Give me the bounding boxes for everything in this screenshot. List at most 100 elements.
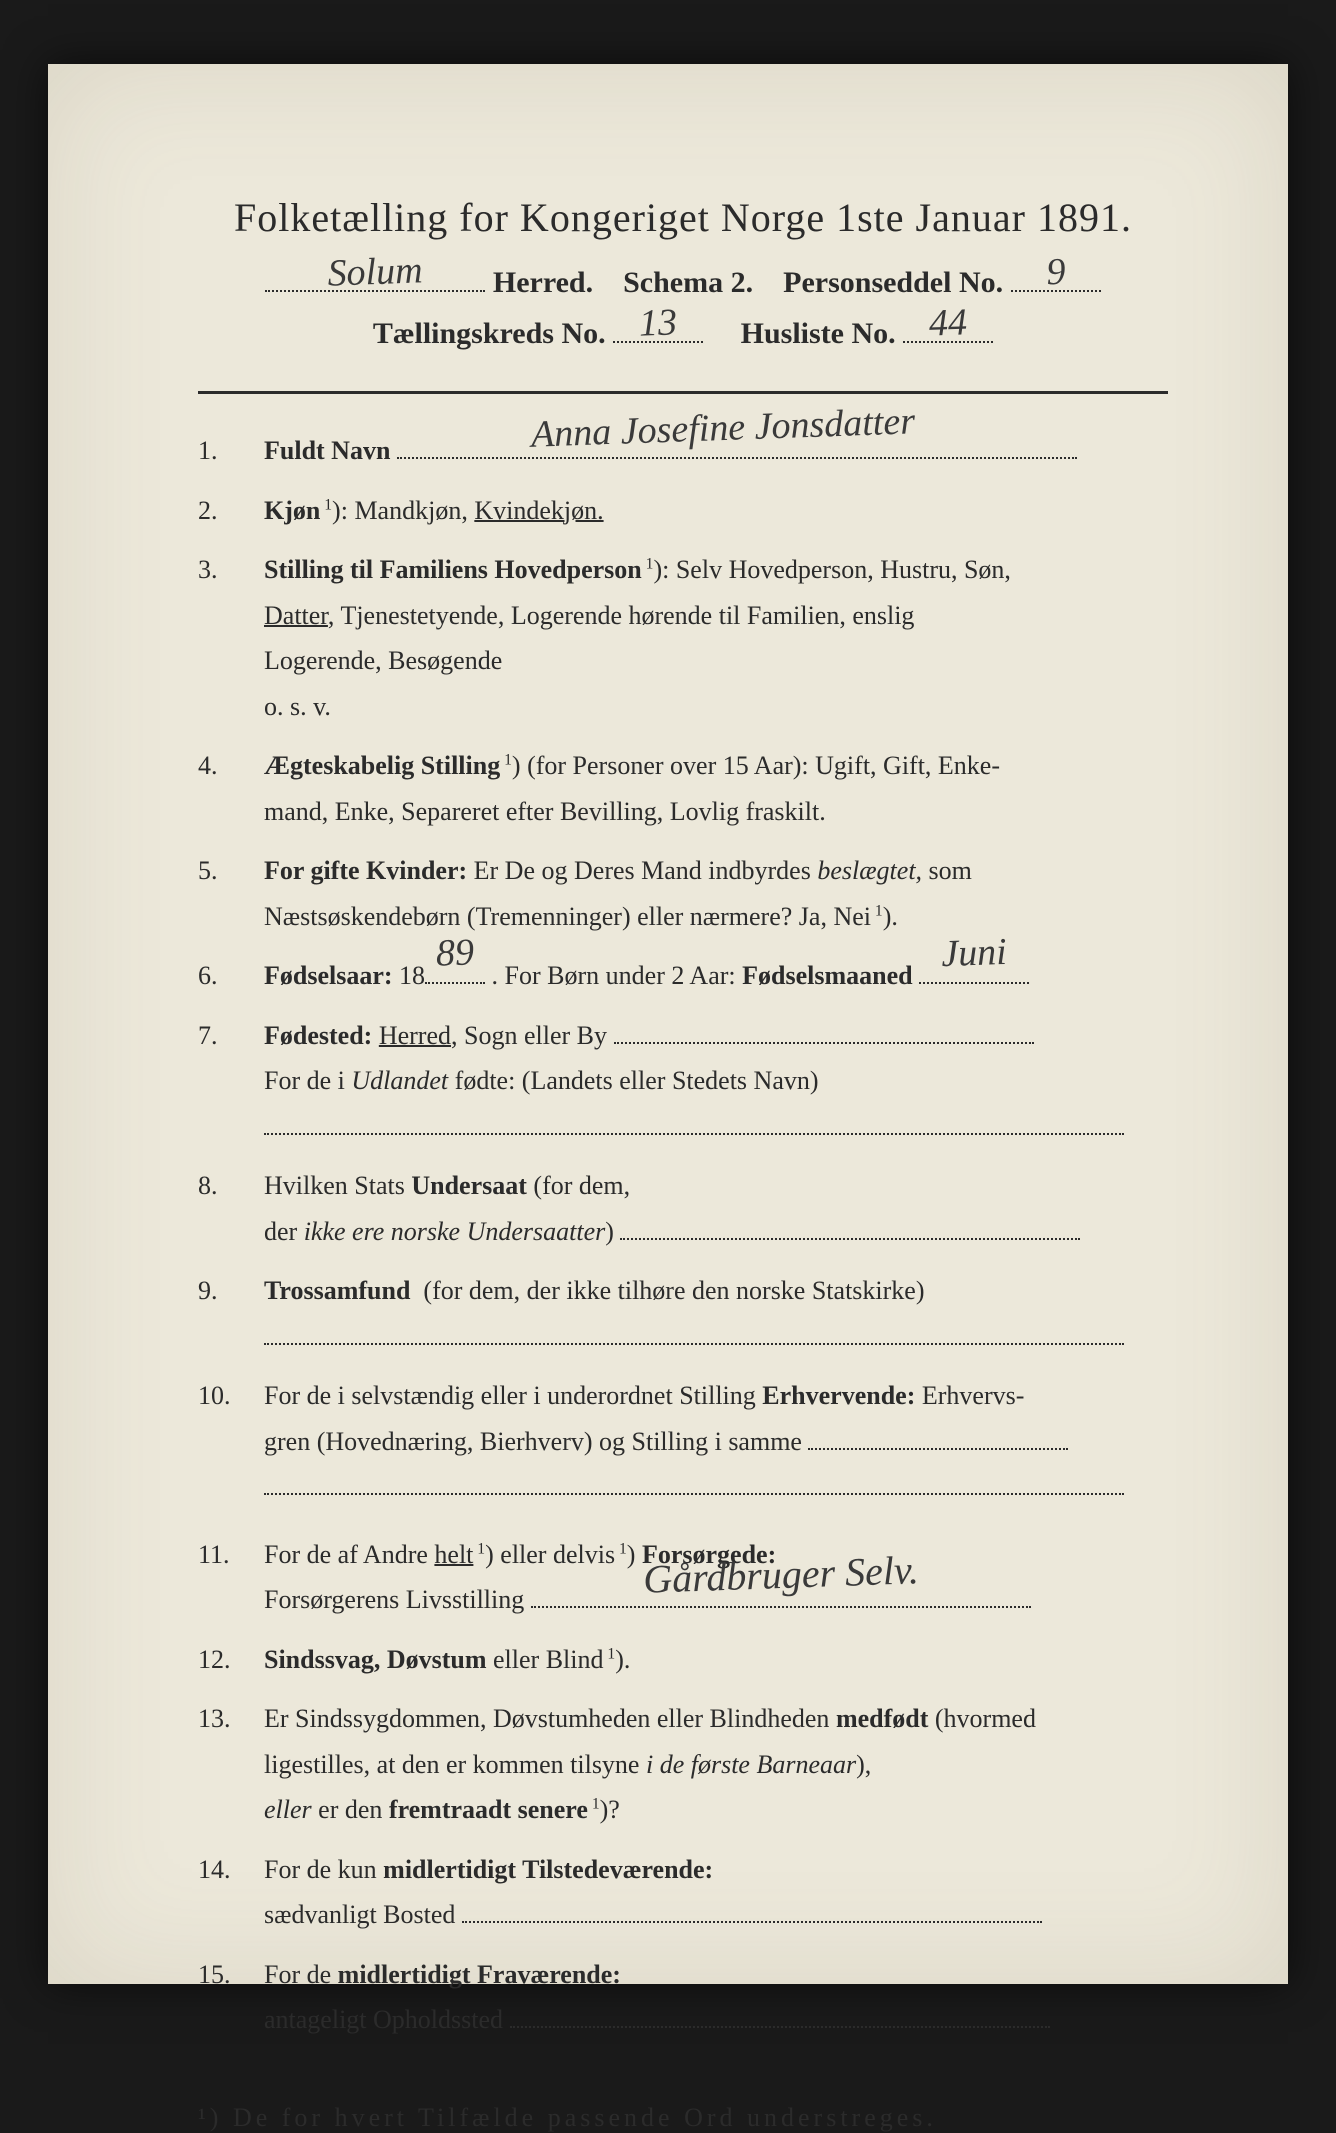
q8-t1b: Undersaat — [411, 1171, 527, 1200]
q11: For de af Andre helt 1) eller delvis 1) … — [198, 1532, 1168, 1623]
q10-field1 — [808, 1421, 1068, 1450]
sup-7: 1 — [604, 1645, 616, 1662]
schema-label: Schema 2. — [623, 266, 753, 299]
sup-6: 1 — [615, 1540, 627, 1557]
husliste-value: 44 — [928, 300, 968, 345]
q3-line2b: , Tjenestetyende, Logerende hørende til … — [328, 601, 915, 630]
q14-t1b: midlertidigt Tilstedeværende: — [383, 1855, 713, 1884]
q1-field: Anna Josefine Jonsdatter — [397, 430, 1077, 459]
q8-l2c: ) — [605, 1217, 614, 1246]
sup-4: 1 — [871, 902, 883, 919]
q5-label: For gifte Kvinder: — [264, 856, 467, 885]
q15-t1b: midlertidigt Fraværende: — [338, 1960, 621, 1989]
q10-t1c: Erhvervs- — [915, 1381, 1024, 1410]
q9-field — [264, 1316, 1124, 1345]
q14-t1: For de kun — [264, 1855, 383, 1884]
q4-opts: Ugift, Gift, Enke- — [815, 751, 1000, 780]
q3-line4: o. s. v. — [264, 692, 331, 721]
herred-label: Herred. — [493, 266, 593, 299]
q8-t1c: (for dem, — [527, 1171, 630, 1200]
q7-opts: , Sogn eller By — [451, 1021, 607, 1050]
husliste-label: Husliste No. — [741, 317, 896, 350]
herred-value: Solum — [327, 248, 423, 295]
q10-t1: For de i selvstændig eller i underordnet… — [264, 1381, 762, 1410]
q13-l3a: eller — [264, 1795, 312, 1824]
q4-label: Ægteskabelig Stilling — [264, 751, 500, 780]
q5: For gifte Kvinder: Er De og Deres Mand i… — [198, 848, 1168, 939]
q12-label: Sindssvag, Døvstum — [264, 1645, 487, 1674]
q9-label: Trossamfund — [264, 1276, 410, 1305]
q4: Ægteskabelig Stilling 1) (for Personer o… — [198, 743, 1168, 834]
main-title: Folketælling for Kongeriget Norge 1ste J… — [198, 194, 1168, 241]
q13-l2a: ligestilles, at den er kommen tilsyne — [264, 1750, 646, 1779]
q5-line2: Næstsøskendebørn (Tremenninger) eller næ… — [264, 902, 871, 931]
q7-l2a: For de i — [264, 1066, 351, 1095]
q6-year: 89 — [435, 919, 475, 987]
q6-label: Fødselsaar: — [264, 961, 393, 990]
q5-t1c: som — [922, 856, 972, 885]
q11-value: Gårdbruger Selv. — [642, 1535, 920, 1615]
q5-t1b: beslægtet, — [817, 856, 922, 885]
personseddel-label: Personseddel No. — [783, 266, 1003, 299]
q6-month-field: Juni — [919, 955, 1029, 984]
q10-line2: gren (Hovednæring, Bierhverv) og Stillin… — [264, 1427, 802, 1456]
q15-t1: For de — [264, 1960, 338, 1989]
q9-text: (for dem, der ikke tilhøre den norske St… — [423, 1276, 924, 1305]
q8-field — [620, 1211, 1080, 1240]
q1-value: Anna Josefine Jonsdatter — [530, 388, 916, 468]
q3: Stilling til Familiens Hovedperson 1): S… — [198, 547, 1168, 729]
q3-line3: Logerende, Besøgende — [264, 646, 502, 675]
q13-l2c: ), — [856, 1750, 871, 1779]
q15: For de midlertidigt Fraværende: antageli… — [198, 1952, 1168, 2043]
tkreds-field: 13 — [613, 310, 703, 343]
q10: For de i selvstændig eller i underordnet… — [198, 1373, 1168, 1510]
sup-5: 1 — [473, 1540, 485, 1557]
q7-l2c: fødte: (Landets eller Stedets Navn) — [448, 1066, 818, 1095]
q7-l2b: Udlandet — [351, 1066, 448, 1095]
q6-mid: . For Børn under 2 Aar: — [492, 961, 736, 990]
q14: For de kun midlertidigt Tilstedeværende:… — [198, 1847, 1168, 1938]
q2: Kjøn 1): Mandkjøn, Kvindekjøn. — [198, 488, 1168, 534]
q7-field — [614, 1015, 1034, 1044]
q12: Sindssvag, Døvstum eller Blind 1). — [198, 1637, 1168, 1683]
herred-field: Solum — [265, 259, 485, 292]
q7-label: Fødested: — [264, 1021, 372, 1050]
q9: Trossamfund (for dem, der ikke tilhøre d… — [198, 1268, 1168, 1359]
tkreds-value: 13 — [638, 300, 678, 345]
q12-text: eller Blind — [487, 1645, 604, 1674]
q1-label: Fuldt Navn — [264, 436, 390, 465]
q15-line2: antageligt Opholdssted — [264, 2005, 503, 2034]
personseddel-value: 9 — [1045, 250, 1066, 295]
husliste-field: 44 — [903, 310, 993, 343]
q10-t1b: Erhvervende: — [762, 1381, 915, 1410]
q6-month: Juni — [940, 918, 1008, 987]
sup-3: 1 — [500, 751, 512, 768]
q8-t1: Hvilken Stats — [264, 1171, 411, 1200]
q3-label: Stilling til Familiens Hovedperson — [264, 555, 642, 584]
q4-paren: (for Personer over 15 Aar): — [527, 751, 809, 780]
q8-l2b: ikke ere norske Undersaatter — [304, 1217, 606, 1246]
q7-field2 — [264, 1106, 1124, 1135]
q13-t1: Er Sindssygdommen, Døvstumheden eller Bl… — [264, 1704, 836, 1733]
q3-line2a: Datter — [264, 601, 328, 630]
q6-month-label: Fødselsmaaned — [742, 961, 912, 990]
q4-line2: mand, Enke, Separeret efter Bevilling, L… — [264, 797, 826, 826]
q8-l2a: der — [264, 1217, 304, 1246]
q11-field: Gårdbruger Selv. — [531, 1579, 1031, 1608]
q13-l3c: fremtraadt senere — [389, 1795, 588, 1824]
footnote: ¹) De for hvert Tilfælde passende Ord un… — [198, 2103, 1168, 2133]
header-line-3: Tællingskreds No. 13 Husliste No. 44 — [198, 310, 1168, 351]
sup-1: 1 — [320, 496, 332, 513]
q3-line1a: Selv Hovedperson, Hustru, Søn, — [676, 555, 1011, 584]
q14-field — [462, 1894, 1042, 1923]
sup-8: 1 — [588, 1795, 600, 1812]
q5-t1: Er De og Deres Mand indbyrdes — [474, 856, 818, 885]
q8: Hvilken Stats Undersaat (for dem, der ik… — [198, 1163, 1168, 1254]
q13: Er Sindssygdommen, Døvstumheden eller Bl… — [198, 1696, 1168, 1833]
census-form-page: Folketælling for Kongeriget Norge 1ste J… — [48, 64, 1288, 1984]
q2-opt2: Kvindekjøn. — [474, 496, 603, 525]
q11-t1: For de af Andre — [264, 1540, 434, 1569]
q11-t1b: helt — [434, 1540, 473, 1569]
sup-2: 1 — [642, 555, 654, 572]
tkreds-label: Tællingskreds No. — [373, 317, 606, 350]
